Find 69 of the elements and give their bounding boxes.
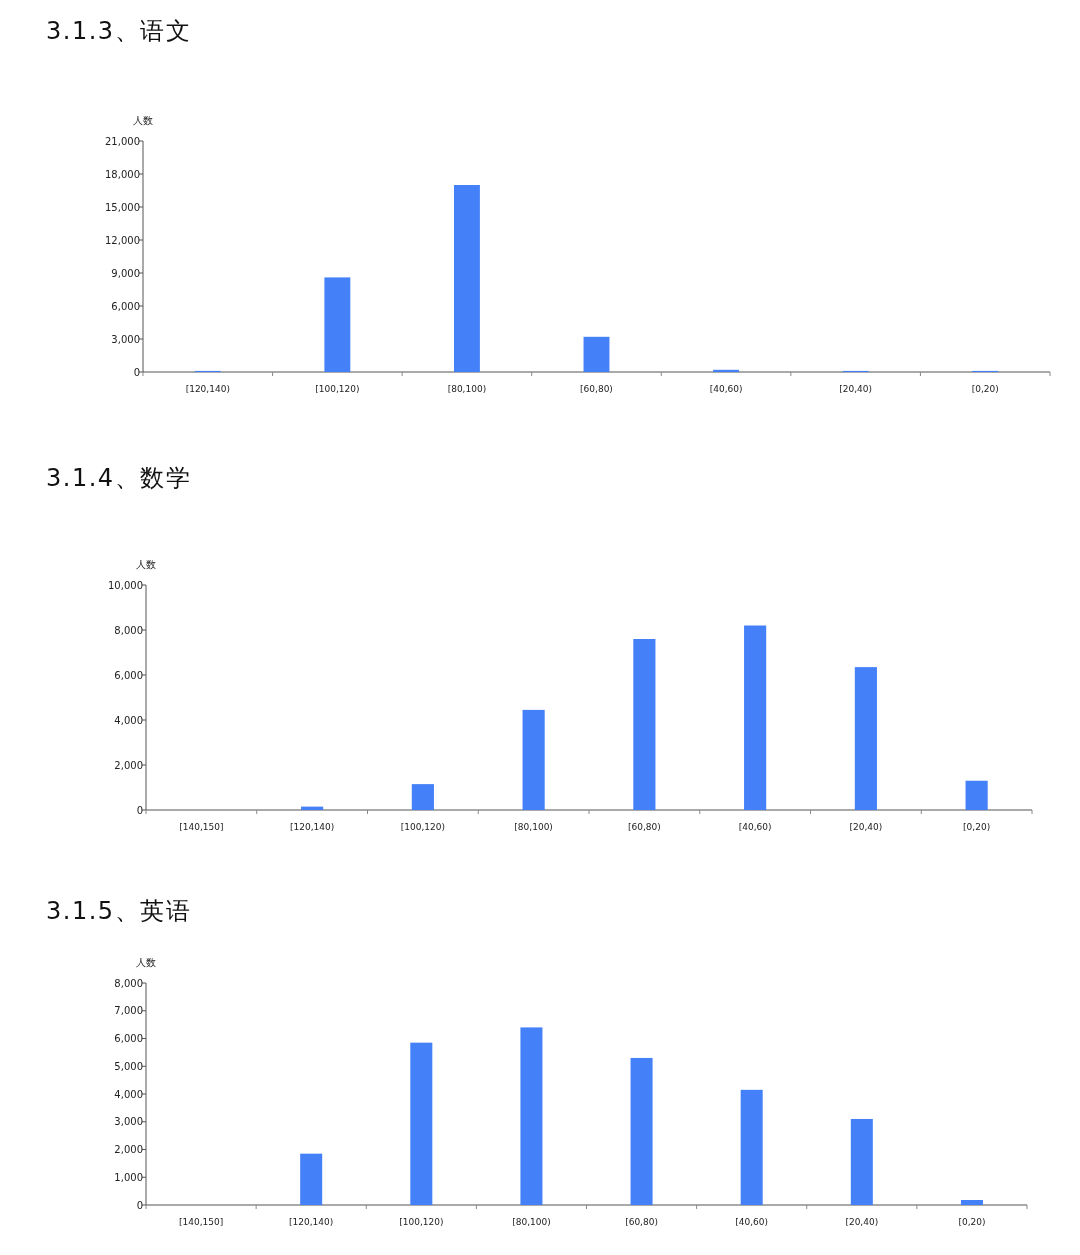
y-axis-title: 人数 bbox=[136, 957, 156, 968]
chart-title: 3.1.4、数学 bbox=[46, 464, 192, 492]
x-tick-label: [100,120) bbox=[315, 384, 360, 394]
x-tick-label: [40,60) bbox=[738, 822, 772, 832]
y-tick-label: 15,000 bbox=[105, 201, 140, 213]
bar bbox=[850, 1118, 873, 1205]
bar bbox=[520, 1027, 543, 1205]
y-tick-label: 8,000 bbox=[114, 624, 143, 636]
x-tick-label: [80,100) bbox=[512, 1217, 551, 1227]
x-tick-label: [0,20) bbox=[971, 384, 999, 394]
x-tick-label: [140,150] bbox=[179, 822, 224, 832]
y-tick-label: 6,000 bbox=[111, 300, 140, 312]
x-tick-label: [100,120) bbox=[400, 822, 445, 832]
x-tick-label: [20,40) bbox=[849, 822, 883, 832]
bar bbox=[324, 277, 351, 372]
y-tick-label: 21,000 bbox=[105, 135, 140, 147]
y-tick-label: 1,000 bbox=[114, 1171, 143, 1183]
x-tick-label: [0,20) bbox=[958, 1217, 986, 1227]
y-tick-label: 18,000 bbox=[105, 168, 140, 180]
y-tick-label: 12,000 bbox=[105, 234, 140, 246]
bar bbox=[713, 369, 740, 372]
y-tick-label: 8,000 bbox=[114, 977, 143, 989]
x-tick-label: [80,100) bbox=[447, 384, 487, 394]
x-tick-label: [60,80) bbox=[627, 822, 661, 832]
x-tick-label: [20,40) bbox=[845, 1217, 879, 1227]
x-tick-label: [140,150] bbox=[178, 1217, 224, 1227]
y-tick-label: 6,000 bbox=[114, 669, 143, 681]
x-tick-label: [60,80) bbox=[625, 1217, 658, 1227]
x-tick-label: [40,60) bbox=[735, 1217, 769, 1227]
y-axis-title: 人数 bbox=[133, 115, 153, 126]
bar bbox=[960, 1200, 983, 1205]
y-tick-label: 10,000 bbox=[108, 579, 143, 591]
bar bbox=[740, 1089, 763, 1205]
y-tick-label: 4,000 bbox=[114, 1088, 143, 1100]
bar bbox=[453, 185, 480, 372]
bar bbox=[630, 1057, 653, 1206]
x-tick-label: [120,140) bbox=[290, 822, 335, 832]
y-tick-label: 5,000 bbox=[114, 1060, 143, 1072]
y-tick-label: 3,000 bbox=[111, 333, 140, 345]
bar bbox=[744, 625, 767, 810]
y-tick-label: 0 bbox=[133, 366, 140, 378]
y-tick-label: 3,000 bbox=[114, 1116, 143, 1128]
chart-title: 3.1.3、语文 bbox=[46, 17, 192, 45]
y-tick-label: 7,000 bbox=[114, 1005, 143, 1017]
bar bbox=[300, 1153, 323, 1205]
y-tick-label: 9,000 bbox=[111, 267, 140, 279]
bar bbox=[633, 639, 656, 810]
y-tick-label: 2,000 bbox=[114, 1144, 143, 1155]
x-tick-label: [80,100) bbox=[514, 822, 553, 832]
x-tick-label: [0,20) bbox=[963, 822, 991, 832]
x-tick-label: [60,80) bbox=[580, 384, 613, 394]
y-tick-label: 6,000 bbox=[114, 1033, 143, 1044]
y-tick-label: 0 bbox=[136, 1199, 143, 1211]
y-axis-title: 人数 bbox=[136, 559, 156, 570]
x-tick-label: [40,60) bbox=[709, 384, 743, 394]
bar bbox=[965, 780, 988, 810]
x-tick-label: [20,40) bbox=[839, 384, 873, 394]
y-tick-label: 2,000 bbox=[114, 759, 143, 771]
x-tick-label: [120,140) bbox=[185, 384, 230, 394]
y-tick-label: 0 bbox=[136, 804, 143, 816]
chart-title: 3.1.5、英语 bbox=[46, 897, 192, 925]
bar bbox=[411, 784, 434, 810]
bar bbox=[522, 709, 545, 810]
y-tick-label: 4,000 bbox=[114, 714, 143, 726]
bar bbox=[854, 667, 877, 810]
x-tick-label: [120,140) bbox=[289, 1217, 334, 1227]
x-tick-label: [100,120) bbox=[399, 1217, 444, 1227]
bar bbox=[410, 1042, 433, 1205]
bar bbox=[583, 336, 610, 372]
